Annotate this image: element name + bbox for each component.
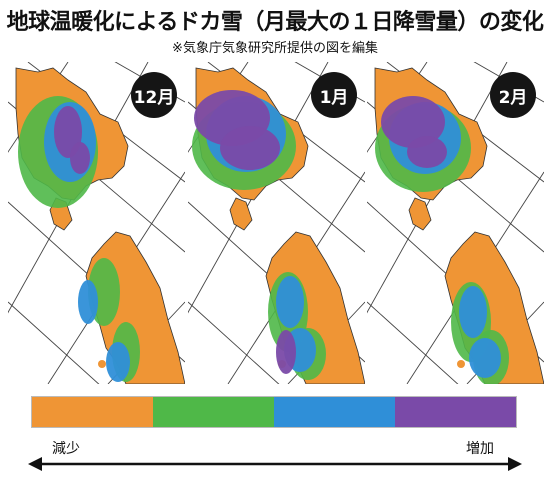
month-badge-february: 2月 — [490, 72, 536, 118]
figure-title: 地球温暖化によるドカ雪（月最大の１日降雪量）の変化 — [6, 10, 544, 35]
legend-segment-orange — [32, 397, 153, 427]
legend-segment-blue — [274, 397, 395, 427]
map-panel-january: 1月 — [188, 62, 365, 384]
map-row: 12月 1月 2月 — [8, 62, 544, 384]
month-badge-december: 12月 — [131, 72, 177, 118]
legend-label-increase: 増加 — [466, 441, 494, 457]
legend-segment-purple — [395, 397, 516, 427]
map-panel-december: 12月 — [8, 62, 185, 384]
legend-segment-green — [153, 397, 274, 427]
legend-label-decrease: 減少 — [52, 441, 80, 457]
figure-subtitle: ※気象庁気象研究所提供の図を編集 — [172, 41, 378, 56]
color-legend-bar — [31, 396, 517, 428]
month-badge-january: 1月 — [311, 72, 357, 118]
map-panel-february: 2月 — [367, 62, 544, 384]
double-arrow-icon — [28, 457, 522, 471]
